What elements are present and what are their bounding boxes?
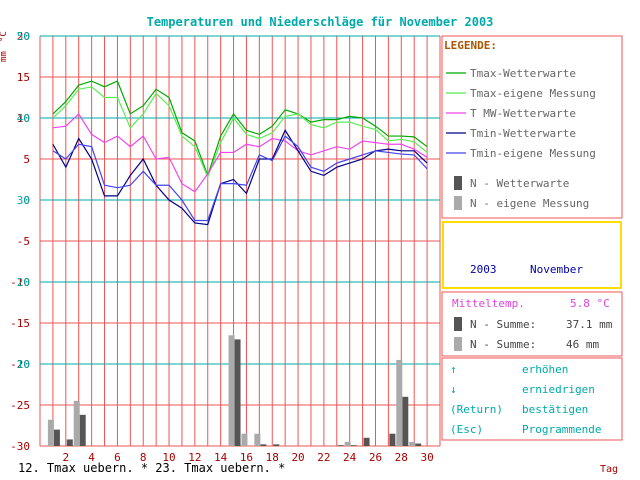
x-tick-label: 6: [114, 451, 121, 464]
legend-bar-label: N - eigene Messung: [470, 197, 589, 210]
precip-bar: [47, 419, 54, 446]
temp-tick-label: -20: [10, 358, 30, 371]
mean-temp-value: 5.8 °C: [570, 297, 610, 310]
exit-action[interactable]: Programmende: [522, 423, 601, 436]
sum1-swatch: [454, 317, 462, 331]
legend-bar-swatch: [454, 196, 462, 210]
x-tick-label: 20: [291, 451, 304, 464]
precip-tick-label: 30: [17, 194, 30, 207]
x-tick-label: 8: [140, 451, 147, 464]
temp-tick-label: -25: [10, 399, 30, 412]
temp-tick-label: -5: [17, 235, 30, 248]
temp-series-line: [52, 112, 428, 193]
temp-tick-label: 20: [17, 30, 30, 43]
temp-tick-label: -30: [10, 440, 30, 453]
decrease-action[interactable]: erniedrigen: [522, 383, 595, 396]
legend-heading: LEGENDE:: [444, 39, 497, 52]
precip-bar: [228, 335, 235, 446]
down-arrow-icon[interactable]: ↓: [450, 383, 457, 396]
x-tick-label: 2: [62, 451, 69, 464]
temp-series-line: [52, 86, 428, 179]
temp-lines: [52, 80, 428, 226]
precip-tick-label: 50: [17, 30, 30, 43]
sum2-label: N - Summe:: [470, 338, 536, 351]
temp-series-line: [52, 80, 428, 178]
temp-tick-label: 15: [17, 71, 30, 84]
legend-bar-swatch: [454, 176, 462, 190]
period-month: November: [530, 263, 583, 276]
precip-bar: [273, 444, 280, 446]
precip-bar: [79, 414, 86, 446]
precip-tick-label: 10: [17, 358, 30, 371]
x-unit-label: Tag: [600, 464, 618, 475]
precip-tick-label: 40: [17, 112, 30, 125]
precip-bar: [344, 441, 351, 446]
legend-line-label: Tmax-Wetterwarte: [470, 67, 576, 80]
up-arrow-icon[interactable]: ↑: [450, 363, 457, 376]
period-panel: 2003 November: [442, 221, 622, 289]
precip-bar: [337, 445, 344, 446]
temp-tick-label: 5: [23, 153, 30, 166]
x-tick-label: 22: [317, 451, 330, 464]
precip-bar: [53, 429, 60, 446]
temp-tick-label: 10: [17, 112, 30, 125]
temp-unit-label: °C: [0, 31, 9, 42]
sum1-value: 37.1 mm: [566, 318, 613, 331]
precip-bar: [241, 433, 248, 446]
temp-tick-label: 0: [23, 194, 30, 207]
temp-tick-label: -10: [10, 276, 30, 289]
return-key[interactable]: (Return): [450, 403, 503, 416]
x-tick-label: 28: [395, 451, 408, 464]
precip-bar: [363, 437, 370, 446]
temp-series-line: [52, 135, 428, 222]
precip-bar: [415, 443, 422, 446]
sum2-swatch: [454, 337, 462, 351]
x-tick-label: 24: [343, 451, 357, 464]
confirm-action[interactable]: bestätigen: [522, 403, 588, 416]
temp-series-line: [52, 129, 428, 226]
mean-temp-label: Mitteltemp.: [452, 297, 525, 310]
x-tick-label: 4: [88, 451, 95, 464]
x-tick-label: 30: [420, 451, 433, 464]
x-tick-label: 16: [240, 451, 253, 464]
sum1-label: N - Summe:: [470, 318, 536, 331]
legend-line-label: Tmin-eigene Messung: [470, 147, 596, 160]
legend-line-label: Tmin-Wetterwarte: [470, 127, 576, 140]
chart-title: Temperaturen und Niederschläge für Novem…: [147, 15, 494, 29]
controls-panel: ↑ erhöhen ↓ erniedrigen (Return) bestäti…: [441, 357, 623, 441]
footer-status: 12. Tmax uebern. * 23. Tmax uebern. *: [18, 461, 285, 475]
x-tick-label: 12: [188, 451, 201, 464]
period-year: 2003: [470, 263, 497, 276]
precip-bar: [260, 444, 267, 446]
legend-line-label: Tmax-eigene Messung: [470, 87, 596, 100]
x-tick-label: 10: [162, 451, 175, 464]
precip-bar: [234, 339, 241, 446]
precip-bar: [402, 396, 409, 446]
precip-bar: [409, 441, 416, 446]
precip-bar: [254, 433, 261, 446]
x-tick-label: 26: [369, 451, 382, 464]
legend-bar-label: N - Wetterwarte: [470, 177, 569, 190]
sum2-value: 46 mm: [566, 338, 599, 351]
precip-bar: [66, 439, 73, 446]
precip-unit-label: mm: [0, 51, 9, 62]
increase-action[interactable]: erhöhen: [522, 363, 568, 376]
precip-bar: [396, 359, 403, 446]
esc-key[interactable]: (Esc): [450, 423, 483, 436]
grid: [39, 35, 441, 447]
legend-panel: LEGENDE: Tmax-Wetterwarte Tmax-eigene Mes…: [441, 35, 623, 219]
x-tick-label: 14: [214, 451, 228, 464]
precip-bars: [47, 335, 422, 446]
precip-bar: [389, 433, 396, 446]
precip-tick-label: 20: [17, 276, 30, 289]
precip-bar: [350, 445, 357, 446]
stats-panel: Mitteltemp. 5.8 °C N - Summe: 37.1 mm N …: [441, 291, 623, 357]
legend-line-label: T MW-Wetterwarte: [470, 107, 576, 120]
temp-tick-label: -15: [10, 317, 30, 330]
x-tick-label: 18: [266, 451, 279, 464]
precip-bar: [73, 400, 80, 446]
